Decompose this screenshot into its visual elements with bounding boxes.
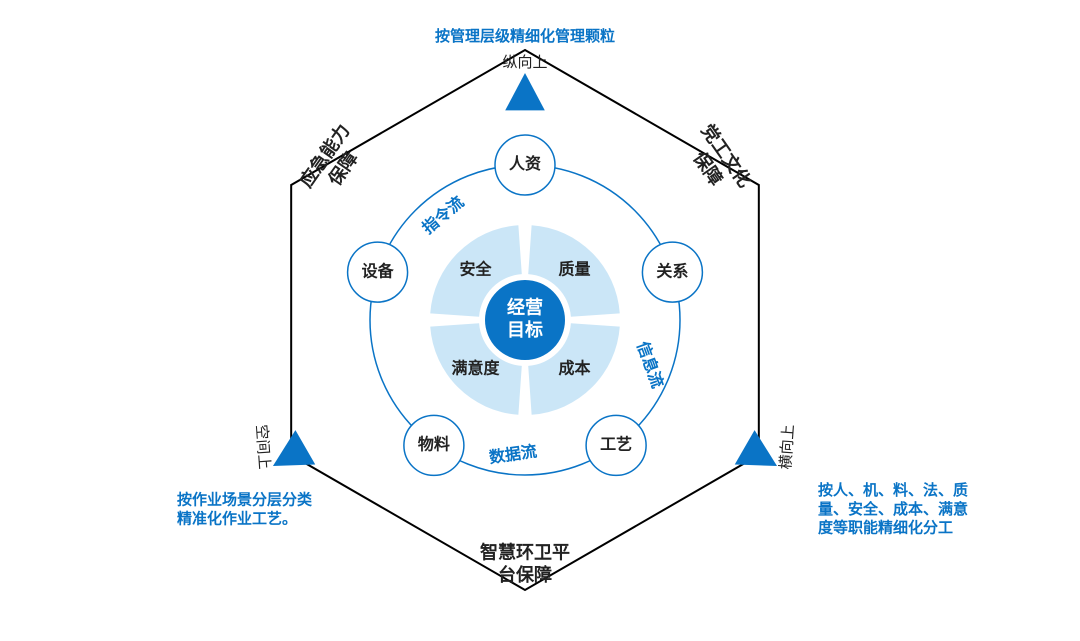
ring-node-label: 关系 [656, 261, 688, 280]
svg-text:精准化作业工艺。: 精准化作业工艺。 [177, 509, 297, 527]
flow-label: 指令流 [418, 192, 467, 237]
svg-text:按管理层级精细化管理颗粒: 按管理层级精细化管理颗粒 [435, 27, 615, 45]
petal-label: 满意度 [451, 359, 500, 378]
svg-text:满意度: 满意度 [451, 359, 500, 378]
svg-text:横向上: 横向上 [777, 424, 797, 470]
petal-label: 质量 [558, 260, 590, 279]
petal-label: 安全 [459, 260, 492, 279]
svg-text:经营: 经营 [507, 297, 543, 318]
ring-node-label: 人资 [509, 154, 541, 173]
hex-edge-label: 智慧环卫平台保障 [480, 542, 570, 586]
hex-edge-label: 应急能力保障 [295, 120, 372, 204]
ring-node-label: 物料 [418, 435, 450, 454]
svg-text:智慧环卫平: 智慧环卫平 [480, 542, 570, 563]
svg-text:纵向上: 纵向上 [502, 54, 547, 71]
svg-text:目标: 目标 [507, 319, 543, 340]
diagram-canvas: 应急能力保障党工文化保障智慧环卫平台保障纵向上按管理层级精细化管理颗粒横向上按人… [0, 0, 1080, 641]
svg-text:质量: 质量 [558, 260, 590, 279]
axis-description: 按人、机、料、法、质量、安全、成本、满意度等职能精细化分工 [818, 481, 968, 537]
axis-label: 纵向上 [502, 54, 547, 71]
svg-text:台保障: 台保障 [498, 564, 552, 585]
axis-label: 横向上 [777, 424, 797, 470]
flow-label: 信息流 [633, 339, 667, 391]
svg-text:安全: 安全 [459, 260, 492, 279]
flow-label: 数据流 [488, 441, 538, 467]
svg-text:成本: 成本 [558, 359, 590, 378]
axis-description: 按作业场景分层分类精准化作业工艺。 [177, 491, 313, 528]
svg-text:指令流: 指令流 [418, 192, 467, 237]
svg-text:数据流: 数据流 [488, 441, 538, 467]
svg-text:关系: 关系 [656, 261, 688, 280]
svg-text:设备: 设备 [362, 261, 395, 280]
svg-text:人资: 人资 [509, 154, 541, 173]
ring-node-label: 工艺 [600, 435, 632, 454]
svg-text:度等职能精细化分工: 度等职能精细化分工 [818, 519, 953, 537]
direction-triangle-icon [505, 73, 545, 110]
svg-text:工艺: 工艺 [600, 435, 632, 454]
svg-text:按作业场景分层分类: 按作业场景分层分类 [177, 491, 313, 509]
ring-node-label: 设备 [362, 261, 395, 280]
svg-text:物料: 物料 [418, 435, 450, 454]
axis-description: 按管理层级精细化管理颗粒 [435, 27, 615, 45]
svg-text:量、安全、成本、满意: 量、安全、成本、满意 [818, 500, 968, 518]
svg-text:按人、机、料、法、质: 按人、机、料、法、质 [818, 481, 968, 499]
axis-label: 空间上 [252, 424, 272, 470]
svg-text:信息流: 信息流 [633, 339, 667, 391]
petal-label: 成本 [558, 359, 590, 378]
svg-text:空间上: 空间上 [252, 424, 272, 470]
